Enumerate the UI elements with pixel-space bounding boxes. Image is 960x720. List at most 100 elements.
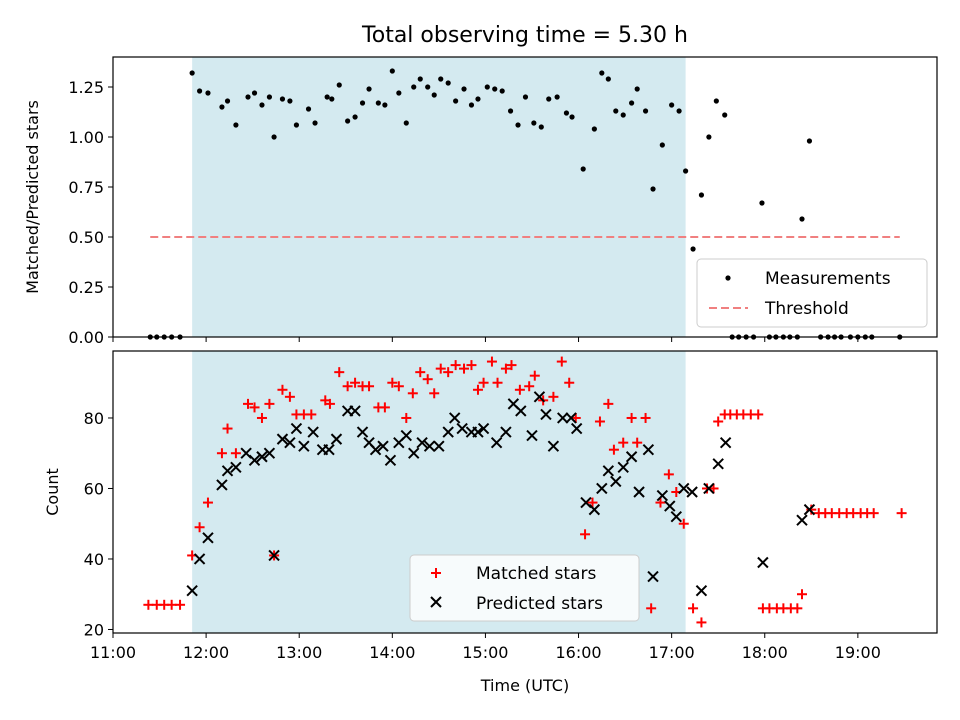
bottom-xtick-label: 18:00 [742, 643, 788, 662]
predicted-star-d2 [670, 510, 683, 523]
legend-matched-label: Matched stars [476, 564, 596, 584]
predicted-star-point [656, 489, 669, 502]
top-axis-ticks: 0.00 0.25 0.50 0.75 1.00 1.25 [68, 78, 859, 347]
measurement-point [259, 102, 265, 108]
predicted-star-d2 [580, 496, 592, 509]
predicted-star-d2 [193, 553, 206, 565]
matched-star-point [806, 504, 817, 515]
predicted-star-d2 [268, 549, 280, 562]
predicted-star-d2 [276, 433, 289, 445]
predicted-star-d2 [472, 426, 484, 438]
predicted-star-d2 [695, 584, 708, 597]
matched-star-point [143, 599, 154, 610]
measurement-point [251, 90, 258, 96]
measurement-point [305, 106, 312, 112]
matched-star-point [594, 416, 605, 427]
predicted-star-point [695, 584, 708, 597]
matched-star-point [364, 381, 375, 392]
bottom-ytick-label: 20 [84, 620, 104, 639]
measurement-point [659, 142, 665, 148]
bottom-xtick-label: 11:00 [90, 643, 136, 662]
matched-star-point [324, 398, 335, 409]
predicted-star-d2 [803, 503, 816, 516]
measurement-point [676, 108, 682, 114]
measurement-point [492, 86, 498, 92]
predicted-star-point [547, 440, 560, 452]
predicted-star-d2 [507, 398, 520, 410]
matched-star-point [166, 599, 177, 610]
predicted-star-d2 [570, 422, 583, 435]
matched-star-point [587, 497, 598, 508]
predicted-star-point [703, 482, 715, 495]
measurement-point [629, 100, 635, 106]
predicted-star-point [796, 514, 808, 526]
predicted-star-d2 [384, 454, 397, 466]
predicted-star-d2 [456, 422, 468, 435]
top-ytick-label: 1.25 [68, 78, 104, 97]
predicted-star-d2 [642, 443, 655, 456]
measurement-point [445, 80, 451, 86]
bottom-xtick-label: 13:00 [276, 643, 322, 662]
predicted-star-d2 [448, 412, 461, 424]
bottom-xlabel: Time (UTC) [480, 676, 569, 695]
predicted-star-point [323, 443, 335, 456]
predicted-star-d2 [757, 556, 769, 569]
predicted-star-d2 [515, 405, 527, 417]
measurement-point [329, 96, 335, 102]
measurement-point [219, 104, 225, 110]
measurement-point [569, 114, 575, 120]
measurement-point [293, 122, 300, 128]
predicted-star-d2 [330, 433, 343, 445]
matched-star-point [796, 589, 807, 600]
predicted-star-d2 [290, 422, 303, 435]
predicted-star-point [408, 447, 420, 459]
measurement-point [233, 122, 239, 128]
measurement-point [806, 138, 813, 144]
matched-star-point [422, 374, 433, 385]
predicted-star-point [670, 510, 683, 523]
bottom-ytick-label: 40 [84, 550, 104, 569]
predicted-star-point [276, 433, 289, 445]
measurement-point [438, 76, 444, 82]
measurement-point [359, 100, 366, 106]
measurement-point [599, 70, 605, 76]
top-ytick-label: 1.00 [68, 128, 104, 147]
predicted-star-d2 [617, 461, 629, 474]
measurement-point [538, 124, 544, 130]
measurement-point [425, 84, 431, 90]
matched-star-point [342, 381, 353, 392]
predicted-star-point [284, 436, 296, 449]
predicted-star-d2 [533, 391, 546, 403]
measurement-point [189, 70, 195, 76]
measurement-point [205, 90, 211, 96]
measurement-point [375, 100, 381, 106]
matched-star-point [450, 360, 461, 371]
measurement-point [411, 84, 417, 90]
measurement-point [683, 168, 689, 174]
measurement-point [417, 76, 423, 82]
matched-star-point [459, 363, 470, 374]
measurement-point [245, 94, 251, 100]
predicted-star-d2 [408, 447, 420, 459]
matched-star-point [243, 398, 254, 409]
predicted-star-d2 [686, 486, 698, 498]
predicted-star-d2 [712, 458, 724, 470]
predicted-star-point [803, 503, 816, 516]
bottom-ylabel: Count [43, 468, 62, 516]
matched-star-point [350, 377, 361, 388]
predicted-star-point [515, 405, 527, 417]
predicted-star-point [625, 451, 638, 463]
top-axes-frame [112, 56, 938, 338]
predicted-star-d2 [610, 475, 622, 488]
predicted-star-point [610, 475, 622, 488]
matched-star-point [506, 360, 517, 371]
predicted-star-d2 [256, 451, 268, 463]
matched-star-point [306, 409, 317, 420]
top-legend: Measurements Threshold [696, 258, 928, 328]
predicted-star-point [719, 436, 732, 449]
predicted-star-point [526, 429, 538, 442]
matched-star-point [646, 603, 657, 614]
predicted-star-point [664, 500, 676, 512]
predicted-star-d2 [664, 500, 676, 512]
measurement-point [605, 76, 611, 82]
